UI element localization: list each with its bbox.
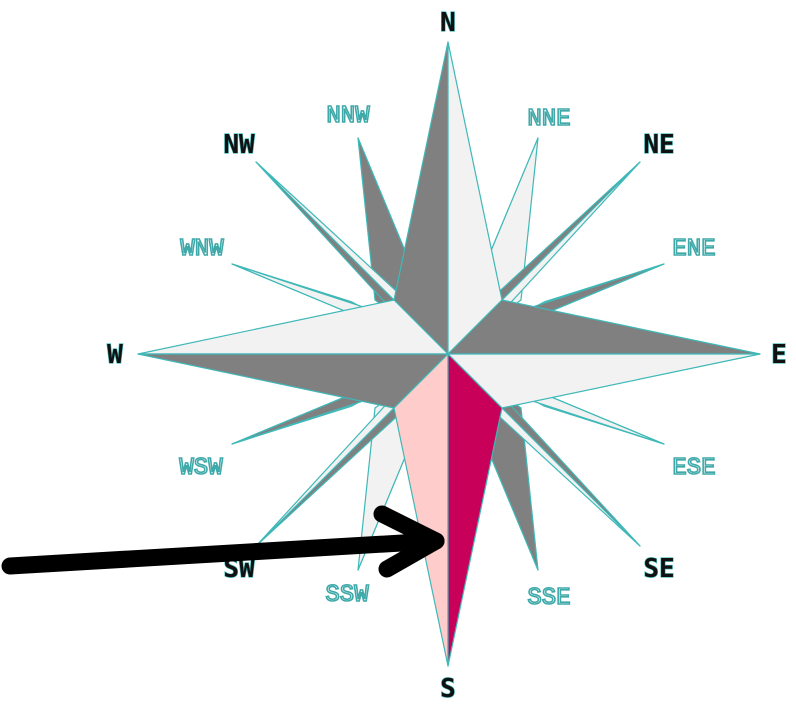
point-s-right-highlighted bbox=[447, 353, 503, 667]
point-n-left bbox=[393, 41, 449, 355]
label-n: N bbox=[440, 8, 456, 38]
point-e-top bbox=[447, 299, 761, 355]
point-w-top bbox=[137, 299, 449, 355]
label-se: SE bbox=[643, 554, 674, 584]
label-ene: ENE bbox=[672, 236, 715, 263]
pointer-arrow bbox=[1, 505, 445, 578]
label-nw: NW bbox=[223, 130, 255, 160]
point-n-right bbox=[447, 41, 503, 355]
label-sse: SSE bbox=[527, 585, 570, 612]
point-e-bottom bbox=[447, 353, 761, 409]
arrow-shaft bbox=[1, 532, 445, 575]
arrow-head bbox=[373, 505, 445, 578]
cardinal-points bbox=[137, 41, 761, 667]
compass-labels: N E S W NE SE SW NW NNE ENE ESE SSE SSW … bbox=[107, 7, 788, 704]
label-ssw: SSW bbox=[325, 582, 369, 609]
label-nne: NNE bbox=[527, 106, 570, 133]
label-nnw: NNW bbox=[326, 103, 370, 130]
label-ese: ESE bbox=[672, 455, 715, 482]
label-wnw: WNW bbox=[180, 236, 224, 263]
label-w: W bbox=[107, 340, 123, 370]
label-s: S bbox=[440, 674, 456, 704]
label-wsw: WSW bbox=[179, 455, 223, 482]
label-ne: NE bbox=[643, 130, 674, 160]
point-s-left-highlighted bbox=[393, 353, 449, 667]
label-e: E bbox=[771, 340, 787, 370]
